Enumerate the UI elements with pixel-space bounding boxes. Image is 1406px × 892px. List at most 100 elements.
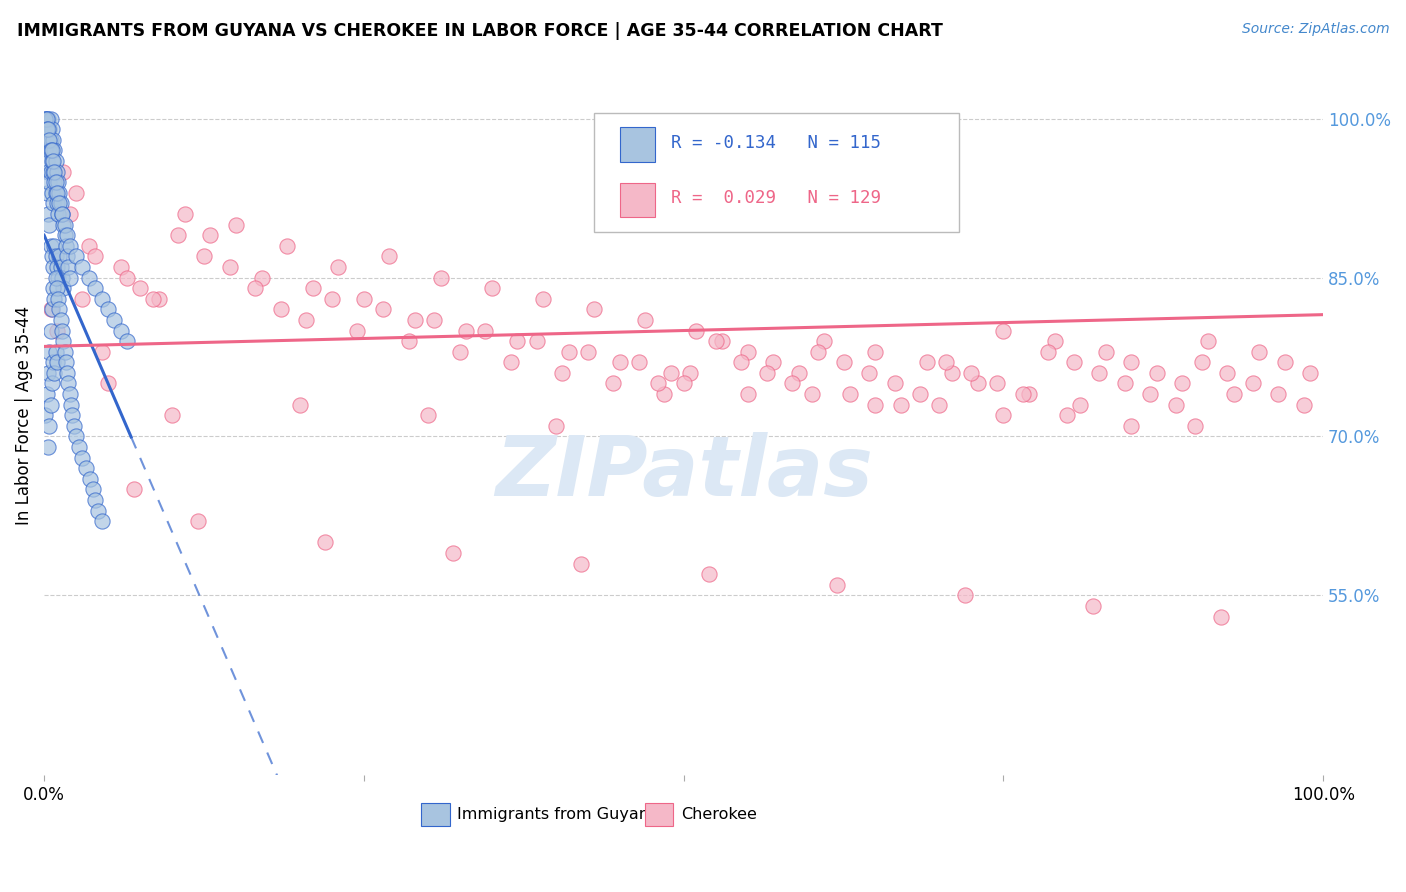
Point [1292, 398, 1315, 412]
Point [960, 366, 983, 380]
Point [42, 281, 65, 295]
Point [1146, 366, 1168, 380]
Point [122, 483, 145, 497]
Point [38, 144, 60, 158]
Point [39, 164, 62, 178]
Point [148, 292, 170, 306]
Point [200, 228, 222, 243]
Point [49, 196, 72, 211]
Point [301, 281, 323, 295]
Point [865, 398, 887, 412]
Point [865, 344, 887, 359]
Point [77, 270, 100, 285]
Point [129, 281, 152, 295]
Point [59, 239, 82, 253]
Point [353, 292, 375, 306]
Point [890, 398, 912, 412]
Point [659, 366, 682, 380]
Point [499, 355, 522, 369]
Point [321, 292, 343, 306]
Point [48, 196, 70, 211]
Point [41, 302, 63, 317]
Point [474, 324, 496, 338]
Point [1018, 387, 1040, 401]
Point [65, 186, 87, 200]
Point [218, 260, 240, 274]
Point [711, 334, 734, 348]
Point [65, 249, 87, 263]
Point [1069, 398, 1091, 412]
Point [37, 122, 59, 136]
Point [481, 281, 503, 295]
Point [44, 366, 66, 380]
Point [602, 376, 624, 391]
Point [404, 313, 426, 327]
Point [35, 112, 58, 126]
Point [51, 207, 73, 221]
Text: Cherokee: Cherokee [681, 806, 756, 822]
Point [1139, 387, 1161, 401]
Point [55, 355, 77, 369]
Point [193, 249, 215, 263]
Point [38, 175, 60, 189]
Point [1184, 418, 1206, 433]
Point [35, 112, 58, 126]
Point [45, 175, 67, 189]
Point [84, 281, 107, 295]
Point [634, 313, 657, 327]
Point [993, 409, 1015, 423]
Point [250, 270, 273, 285]
Point [45, 281, 67, 295]
Point [160, 409, 183, 423]
Point [456, 324, 478, 338]
Point [41, 249, 63, 263]
Point [48, 186, 70, 200]
Point [1094, 344, 1116, 359]
Point [103, 313, 125, 327]
Point [45, 164, 67, 178]
Point [609, 355, 631, 369]
Point [755, 366, 778, 380]
Point [423, 313, 446, 327]
Point [97, 302, 120, 317]
Point [90, 292, 112, 306]
Point [51, 207, 73, 221]
Point [45, 270, 67, 285]
Text: R =  0.029   N = 129: R = 0.029 N = 129 [671, 189, 880, 207]
Point [37, 207, 59, 221]
Point [915, 355, 938, 369]
Point [704, 334, 727, 348]
Point [45, 344, 67, 359]
Point [551, 366, 574, 380]
Point [762, 355, 785, 369]
Point [583, 302, 606, 317]
Point [84, 249, 107, 263]
Point [58, 376, 80, 391]
FancyBboxPatch shape [595, 112, 959, 232]
Point [346, 324, 368, 338]
Point [679, 366, 702, 380]
Point [315, 535, 337, 549]
Point [45, 355, 67, 369]
Point [531, 292, 554, 306]
Point [953, 588, 976, 602]
Point [72, 260, 94, 274]
Point [737, 344, 759, 359]
Point [34, 112, 56, 126]
Point [45, 186, 67, 200]
Point [654, 387, 676, 401]
Point [1274, 355, 1296, 369]
Point [44, 175, 66, 189]
Point [506, 334, 529, 348]
Point [441, 546, 464, 560]
Point [84, 493, 107, 508]
Point [38, 218, 60, 232]
Point [928, 398, 950, 412]
Point [77, 239, 100, 253]
Point [557, 344, 579, 359]
Point [39, 302, 62, 317]
Point [276, 239, 298, 253]
Point [72, 450, 94, 465]
Point [52, 281, 75, 295]
Point [45, 260, 67, 274]
